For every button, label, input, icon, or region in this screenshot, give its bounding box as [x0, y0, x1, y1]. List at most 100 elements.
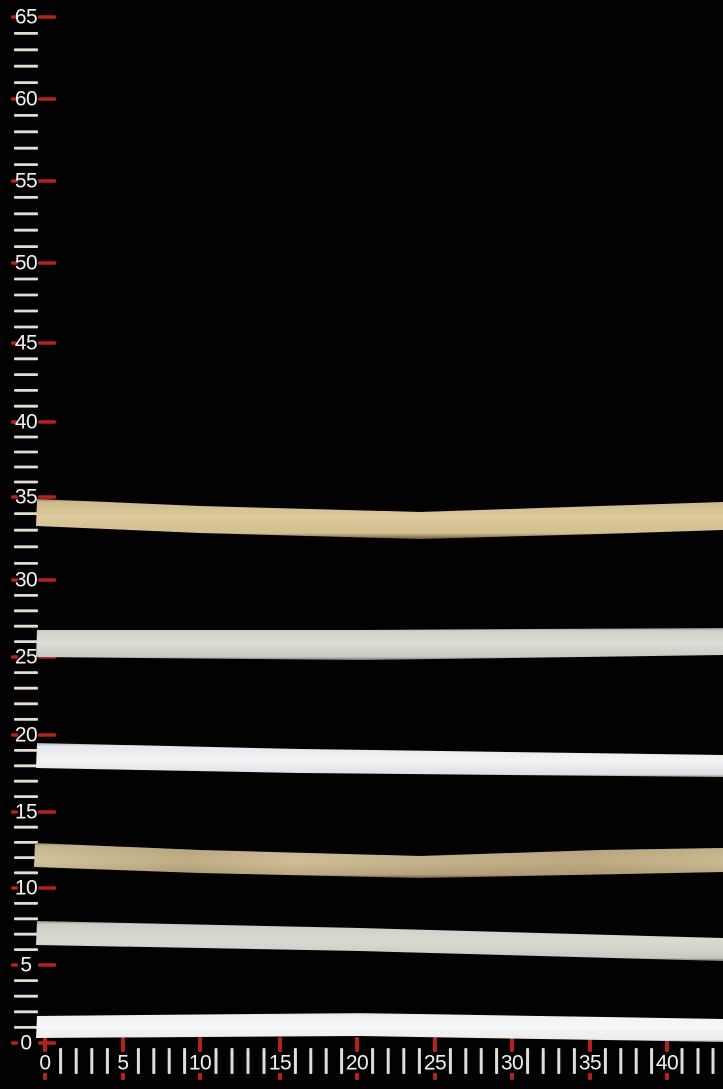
horizontal-ruler-tick: [152, 1048, 156, 1074]
ribbon-specimens: [34, 499, 723, 1042]
vertical-ruler-tick: [14, 146, 38, 150]
horizontal-ruler-number: 10: [189, 1052, 211, 1075]
vertical-ruler-tick: [14, 948, 38, 951]
vertical-ruler-tick: [14, 32, 38, 35]
vertical-ruler-number: 0: [20, 1032, 31, 1055]
vertical-ruler-tick: [14, 702, 38, 706]
vertical-ruler-dash-left: [11, 261, 18, 265]
vertical-ruler-dash-left: [11, 179, 18, 183]
vertical-ruler-dash-left: [11, 420, 18, 424]
horizontal-ruler-tick: [634, 1048, 638, 1074]
horizontal-ruler-tick: [340, 1048, 344, 1074]
vertical-ruler-number: 60: [15, 88, 37, 111]
vertical-ruler-tick: [14, 389, 38, 392]
vertical-ruler-dash-left: [11, 886, 18, 890]
horizontal-ruler-tick: [650, 1048, 654, 1074]
vertical-ruler-tick: [14, 749, 38, 752]
vertical-ruler-dash-right: [38, 15, 56, 19]
vertical-ruler-dash-right: [38, 495, 56, 499]
vertical-ruler-dash-left: [11, 341, 18, 345]
vertical-ruler-number: 65: [15, 6, 37, 29]
vertical-ruler-tick: [14, 871, 38, 875]
vertical-ruler-number: 55: [15, 170, 37, 193]
vertical-ruler-number: 45: [15, 332, 37, 355]
vertical-ruler-number: 5: [20, 954, 31, 977]
horizontal-ruler-number: 0: [39, 1052, 50, 1075]
vertical-ruler-tick: [14, 671, 38, 674]
vertical-ruler-tick: [14, 245, 38, 248]
horizontal-ruler-number: 30: [501, 1052, 523, 1075]
horizontal-ruler-tick-red: [43, 1037, 47, 1052]
vertical-ruler-number: 25: [15, 646, 37, 669]
vertical-ruler-tick: [14, 856, 38, 859]
vertical-ruler-tick: [14, 779, 38, 783]
horizontal-ruler-number: 5: [117, 1052, 128, 1075]
horizontal-ruler-tick: [711, 1048, 715, 1074]
horizontal-ruler-tick: [680, 1048, 684, 1074]
horizontal-ruler-tick: [448, 1048, 452, 1074]
horizontal-ruler-tick: [371, 1048, 375, 1074]
vertical-ruler-tick: [14, 373, 38, 376]
vertical-ruler-tick: [14, 196, 38, 199]
ribbon-3: [36, 743, 723, 777]
horizontal-ruler-tick-red: [588, 1037, 592, 1052]
vertical-ruler-tick: [14, 512, 38, 515]
horizontal-ruler-dash-below: [510, 1073, 514, 1080]
vertical-ruler-dash-right: [38, 97, 56, 101]
horizontal-ruler-number: 15: [269, 1052, 291, 1075]
vertical-ruler-tick: [14, 545, 38, 549]
ribbon-1: [36, 499, 723, 539]
vertical-ruler-dash-right: [38, 963, 56, 967]
vertical-ruler-dash-left: [11, 578, 18, 582]
vertical-ruler-dash-left: [11, 97, 18, 101]
vertical-ruler-tick: [14, 917, 38, 921]
vertical-ruler-tick: [14, 48, 38, 52]
horizontal-ruler-tick-red: [355, 1037, 359, 1052]
horizontal-ruler-tick: [557, 1048, 561, 1074]
vertical-ruler-dash-left: [11, 15, 18, 19]
vertical-ruler-dash-right: [38, 179, 56, 183]
vertical-ruler-number: 10: [15, 877, 37, 900]
horizontal-ruler-dash-below: [198, 1073, 202, 1080]
vertical-ruler-tick: [14, 450, 38, 454]
horizontal-ruler-tick: [696, 1048, 700, 1074]
vertical-ruler-tick: [14, 932, 38, 936]
horizontal-ruler-tick: [183, 1048, 187, 1074]
ribbon-4-shading: [34, 843, 723, 878]
vertical-ruler-tick: [14, 293, 38, 297]
vertical-ruler-tick: [14, 562, 38, 565]
vertical-ruler-tick: [14, 640, 38, 643]
vertical-ruler-dash-left: [11, 963, 18, 967]
horizontal-ruler-tick: [293, 1048, 297, 1074]
horizontal-ruler-dash-below: [433, 1073, 437, 1080]
horizontal-ruler-tick: [479, 1048, 483, 1074]
vertical-ruler-dash-left: [11, 495, 18, 499]
horizontal-ruler-number: 20: [346, 1052, 368, 1075]
vertical-ruler-dash-left: [11, 810, 18, 814]
horizontal-ruler-dash-below: [43, 1073, 47, 1080]
horizontal-ruler-tick: [495, 1048, 499, 1074]
vertical-ruler-number: 40: [15, 411, 37, 434]
horizontal-ruler-tick: [386, 1048, 390, 1074]
horizontal-ruler-number: 25: [424, 1052, 446, 1075]
horizontal-ruler-tick: [324, 1048, 328, 1074]
horizontal-ruler-tick: [59, 1048, 63, 1074]
horizontal-ruler-dash-below: [121, 1073, 125, 1080]
ribbon-6: [36, 1013, 723, 1042]
vertical-ruler-dash-left: [11, 733, 18, 737]
vertical-ruler-tick: [14, 609, 38, 613]
vertical-ruler-tick: [14, 357, 38, 361]
vertical-ruler-tick: [14, 404, 38, 408]
horizontal-ruler-tick: [619, 1048, 623, 1074]
vertical-ruler-tick: [14, 902, 38, 905]
vertical-ruler-tick: [14, 979, 38, 982]
horizontal-ruler-tick: [105, 1048, 109, 1074]
horizontal-ruler-dash-below: [588, 1073, 592, 1080]
horizontal-ruler-tick: [603, 1048, 607, 1074]
vertical-ruler-number: 30: [15, 569, 37, 592]
horizontal-ruler-tick: [74, 1048, 78, 1074]
vertical-ruler-tick: [14, 795, 38, 798]
vertical-ruler-tick: [14, 841, 38, 844]
